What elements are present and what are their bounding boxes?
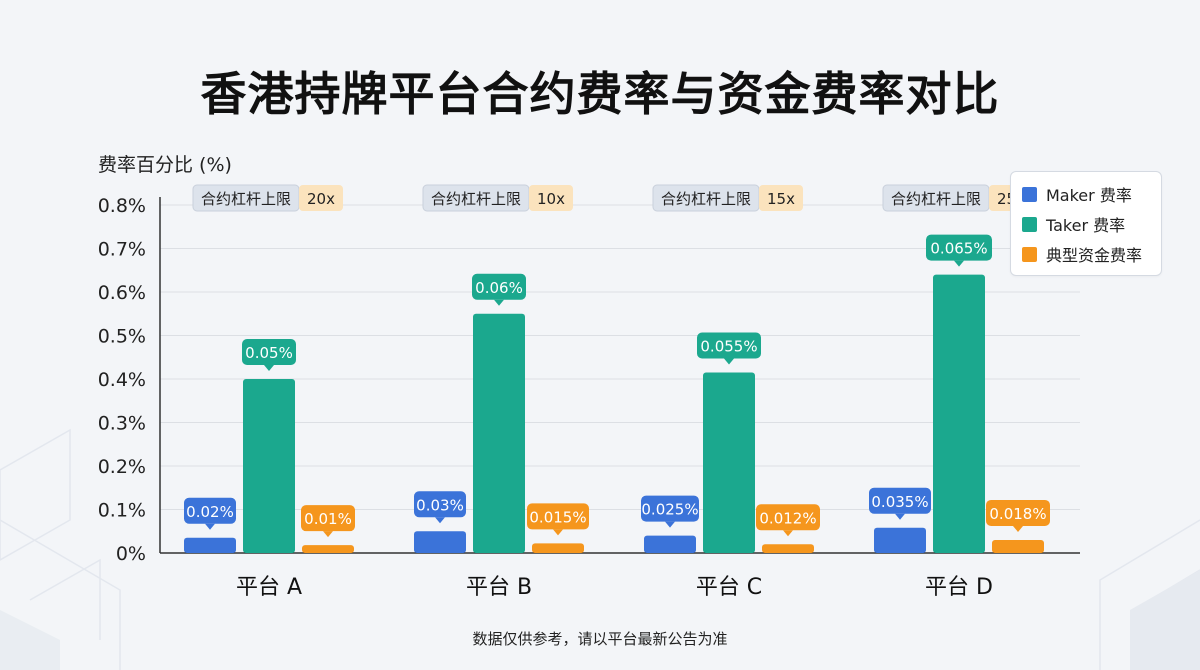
y-tick-label: 0.4% [98, 369, 146, 391]
bar-maker [414, 531, 466, 553]
bar-funding [532, 543, 584, 553]
bar-funding [302, 545, 354, 553]
data-label: 0.035% [871, 493, 928, 511]
data-label-bg [527, 503, 589, 530]
data-label-pointer [205, 523, 215, 530]
leverage-badge-label: 合约杠杆上限 [661, 190, 751, 208]
leverage-badge-value: 10x [537, 190, 565, 208]
leverage-badge-value: 15x [767, 190, 795, 208]
data-label: 0.015% [529, 508, 586, 526]
legend-item-maker: Maker 费率 [1022, 182, 1132, 206]
data-label-pointer [553, 529, 563, 536]
y-tick-label: 0.3% [98, 413, 146, 435]
chart-title: 香港持牌平台合约费率与资金费率对比 [200, 67, 1000, 121]
legend-label-funding: 典型资金费率 [1046, 246, 1143, 265]
leverage-badge-value: 20x [307, 190, 335, 208]
bar-taker [243, 379, 295, 553]
y-tick-label: 0.1% [98, 500, 146, 522]
data-label-pointer [323, 531, 333, 538]
leverage-value-bg [299, 185, 343, 211]
data-label-pointer [1013, 525, 1023, 532]
data-label-bg [869, 487, 931, 514]
leverage-value-bg [759, 185, 803, 211]
data-label-pointer [724, 358, 734, 365]
bar-maker [874, 527, 926, 553]
y-axis-label: 费率百分比 (%) [98, 154, 232, 176]
y-tick-label: 0.2% [98, 456, 146, 478]
data-label-bg [926, 234, 992, 261]
data-label: 0.018% [989, 505, 1046, 523]
data-label-pointer [264, 365, 274, 371]
bar-taker [703, 372, 755, 553]
legend-swatch-taker [1022, 216, 1037, 232]
data-label: 0.012% [759, 509, 816, 527]
data-label: 0.02% [186, 503, 234, 521]
legend-item-taker: Taker 费率 [1022, 212, 1125, 236]
leverage-value-bg [529, 185, 573, 211]
y-tick-label: 0.7% [98, 239, 146, 261]
legend-swatch-funding [1022, 246, 1037, 262]
data-label-bg [697, 332, 761, 359]
legend-swatch-maker [1022, 186, 1037, 202]
data-label-bg [242, 339, 296, 365]
data-label-pointer [783, 530, 793, 537]
data-label-bg [756, 504, 820, 531]
data-label: 0.05% [245, 344, 293, 362]
data-label-bg [301, 505, 355, 532]
legend-label-taker: Taker 费率 [1046, 216, 1126, 235]
data-label: 0.01% [304, 510, 352, 528]
data-label-pointer [435, 517, 445, 524]
bar-maker [644, 535, 696, 553]
x-tick-label: 平台 C [696, 575, 762, 600]
data-label-bg [641, 495, 699, 522]
bar-taker [473, 313, 525, 553]
legend-label-maker: Maker 费率 [1046, 186, 1132, 205]
data-label-bg [184, 497, 236, 524]
legend-item-funding: 典型资金费率 [1022, 242, 1142, 266]
data-label: 0.06% [475, 279, 523, 297]
y-tick-label: 0.6% [98, 282, 146, 304]
y-tick-label: 0.5% [98, 326, 146, 348]
y-tick-label: 0.8% [98, 195, 146, 217]
legend: Maker 费率 Taker 费率 典型资金费率 [1010, 171, 1162, 276]
leverage-badge-label: 合约杠杆上限 [431, 190, 521, 208]
data-label-pointer [895, 513, 905, 520]
bar-maker [184, 537, 236, 553]
x-tick-label: 平台 B [466, 575, 532, 600]
y-tick-label: 0% [116, 543, 146, 565]
data-label: 0.03% [416, 496, 464, 514]
bar-funding [992, 539, 1044, 553]
data-label: 0.065% [930, 240, 987, 258]
x-tick-label: 平台 D [925, 575, 993, 600]
leverage-badge-label: 合约杠杆上限 [891, 190, 981, 208]
footnote: 数据仅供参考，请以平台最新公告为准 [472, 630, 728, 648]
bar-funding [762, 544, 814, 553]
data-label-pointer [494, 299, 504, 306]
data-label: 0.055% [700, 337, 757, 355]
bar-taker [933, 274, 985, 553]
data-label: 0.025% [641, 501, 698, 519]
leverage-badge-label: 合约杠杆上限 [201, 190, 291, 208]
data-label-pointer [954, 260, 964, 267]
data-label-pointer [665, 521, 675, 528]
data-label-bg [414, 491, 466, 518]
data-label-bg [986, 499, 1050, 526]
data-label-bg [472, 273, 526, 300]
x-tick-label: 平台 A [236, 575, 302, 600]
